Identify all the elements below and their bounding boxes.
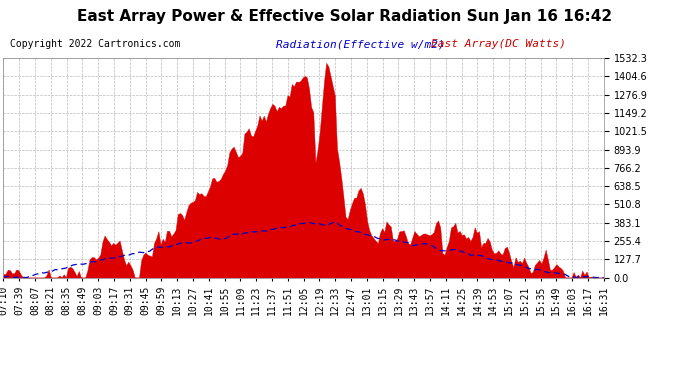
Text: Radiation(Effective w/m2): Radiation(Effective w/m2)	[276, 39, 445, 50]
Text: East Array Power & Effective Solar Radiation Sun Jan 16 16:42: East Array Power & Effective Solar Radia…	[77, 9, 613, 24]
Text: East Array(DC Watts): East Array(DC Watts)	[431, 39, 566, 50]
Text: Copyright 2022 Cartronics.com: Copyright 2022 Cartronics.com	[10, 39, 181, 50]
